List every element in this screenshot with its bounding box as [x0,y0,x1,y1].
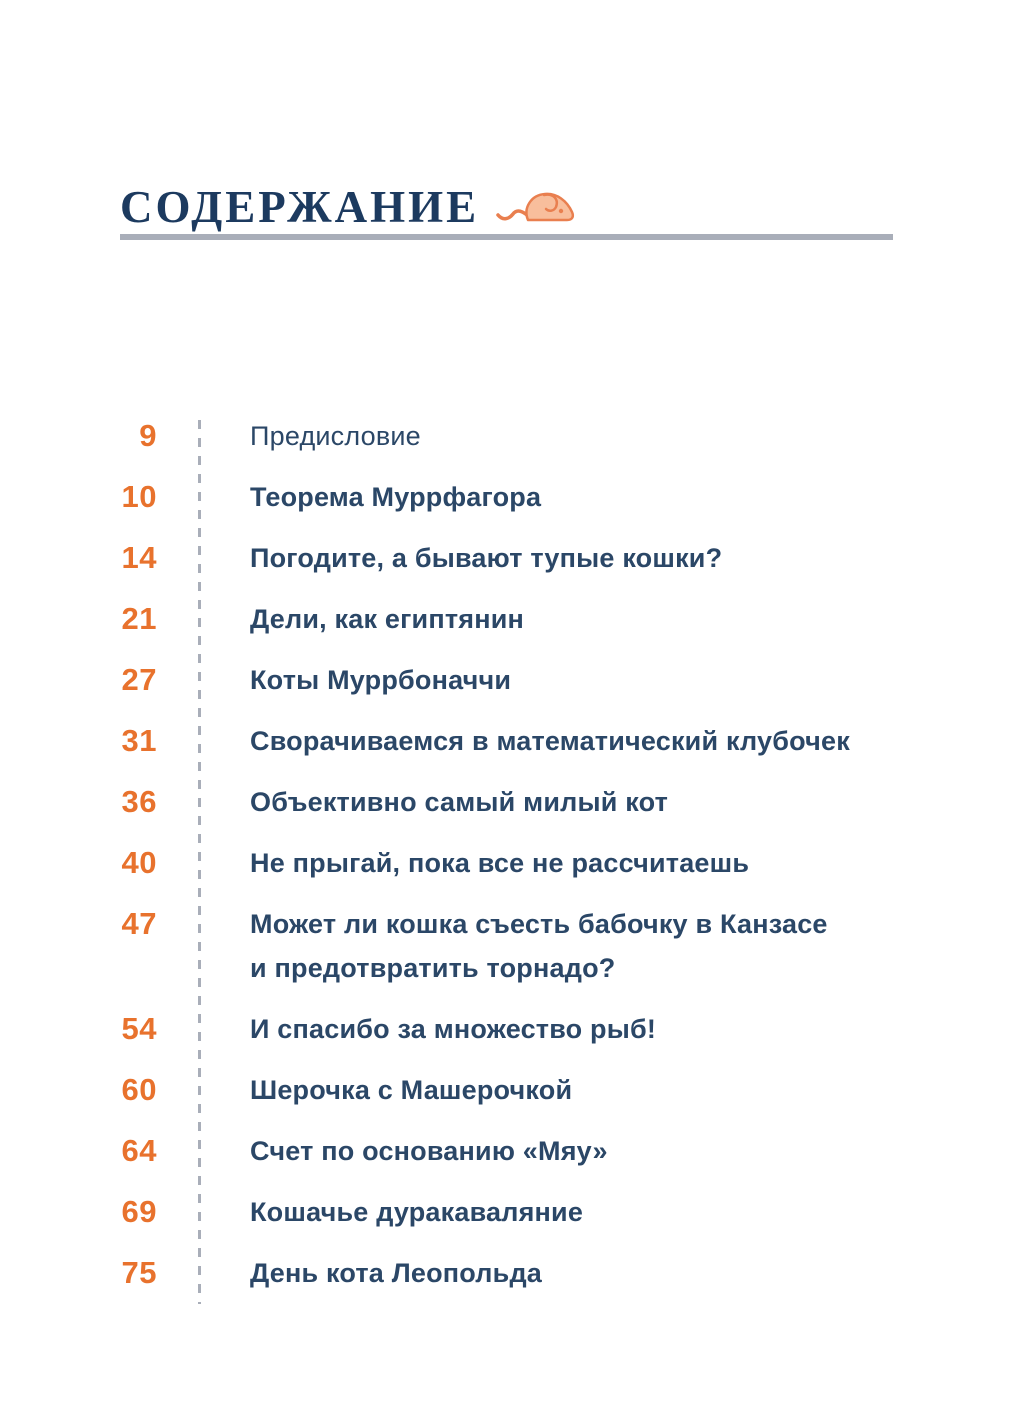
toc-page-number: 27 [121,662,157,697]
toc-entry-title: Может ли кошка съесть бабочку в Канзасе и… [250,902,828,990]
toc-entry-title-line: Шерочка с Машерочкой [250,1075,573,1105]
toc-entry-title: Сворачиваемся в математический клубочек [250,719,850,763]
toc-page-number: 64 [121,1133,157,1168]
toc-entry-title-line: Погодите, а бывают тупые кошки? [250,543,723,573]
page-title: СОДЕРЖАНИЕ [120,182,480,232]
toc-entry: 40 Не прыгай, пока все не рассчитаешь [0,841,1017,885]
toc-entry-title-line: Сворачиваемся в математический клубочек [250,726,850,756]
toc-entry: 21 Дели, как египтянин [0,597,1017,641]
toc-page-number: 60 [121,1072,157,1107]
toc-entry-title: Предисловие [250,414,421,458]
toc-entry-title-line: Может ли кошка съесть бабочку в Канзасе [250,909,828,939]
toc-entry: 31 Сворачиваемся в математический клубоче… [0,719,1017,763]
title-underline [120,234,893,240]
toc-page-number: 54 [121,1011,157,1046]
toc-entry: 27 Коты Муррбоначчи [0,658,1017,702]
toc-entry-title-line: Теорема Муррфагора [250,482,542,512]
toc-entry-title-line: Предисловие [250,421,421,451]
toc-entry-title: Объективно самый милый кот [250,780,668,824]
toc-entry: 47 Может ли кошка съесть бабочку в Канзас… [0,902,1017,990]
toc-page-number: 31 [121,723,157,758]
toc-entry-title: Погодите, а бывают тупые кошки? [250,536,722,580]
toc-entry-title: Дели, как египтянин [250,597,524,641]
toc-entry-title-line: Объективно самый милый кот [250,787,669,817]
toc-entry: 60 Шерочка с Машерочкой [0,1068,1017,1112]
toc-entry-title: Теорема Муррфагора [250,475,541,519]
toc-divider-line [198,420,201,1304]
toc-entry-title: Кошачье дуракаваляние [250,1190,583,1234]
toc-page-number: 36 [121,784,157,819]
toc-entry-title-line: и предотвратить торнадо? [250,953,616,983]
toc-entry-title-line: Счет по основанию «Мяу» [250,1136,608,1166]
toc-entry: 14 Погодите, а бывают тупые кошки? [0,536,1017,580]
toc-entry: 36 Объективно самый милый кот [0,780,1017,824]
toc-entry: 64 Счет по основанию «Мяу» [0,1129,1017,1173]
toc-page-number: 75 [121,1255,157,1290]
toc-entry-title-line: Не прыгай, пока все не рассчитаешь [250,848,750,878]
toc-entry-title-line: Дели, как египтянин [250,604,525,634]
toc-page-number: 14 [121,540,157,575]
toc-entry-title: И спасибо за множество рыб! [250,1007,656,1051]
toc-page-number: 10 [121,479,157,514]
mouse-icon [496,192,575,222]
toc-list: 9 Предисловие 10 Теорема Муррфагора 14 Погоди… [0,414,1017,1312]
toc-entry: 10 Теорема Муррфагора [0,475,1017,519]
toc-entry-title: Счет по основанию «Мяу» [250,1129,608,1173]
toc-entry: 54 И спасибо за множество рыб! [0,1007,1017,1051]
toc-entry: 69 Кошачье дуракаваляние [0,1190,1017,1234]
toc-page-number: 69 [121,1194,157,1229]
mouse-eye [558,208,564,214]
toc-entry: 75 День кота Леопольда [0,1251,1017,1295]
toc-entry-title: Коты Муррбоначчи [250,658,511,702]
toc-entry-title-line: Коты Муррбоначчи [250,665,512,695]
toc-entry-title-line: И спасибо за множество рыб! [250,1014,657,1044]
toc-entry-title: Не прыгай, пока все не рассчитаешь [250,841,749,885]
toc-entry: 9 Предисловие [0,414,1017,458]
toc-page-number: 21 [121,601,157,636]
toc-page-number: 40 [121,845,157,880]
toc-entry-title-line: День кота Леопольда [250,1258,542,1288]
toc-page-number: 9 [139,418,157,453]
toc-page-number: 47 [121,906,157,941]
page-header: СОДЕРЖАНИЕ [120,182,575,232]
toc-entry-title: Шерочка с Машерочкой [250,1068,572,1112]
toc-entry-title: День кота Леопольда [250,1251,542,1295]
toc-entry-title-line: Кошачье дуракаваляние [250,1197,584,1227]
